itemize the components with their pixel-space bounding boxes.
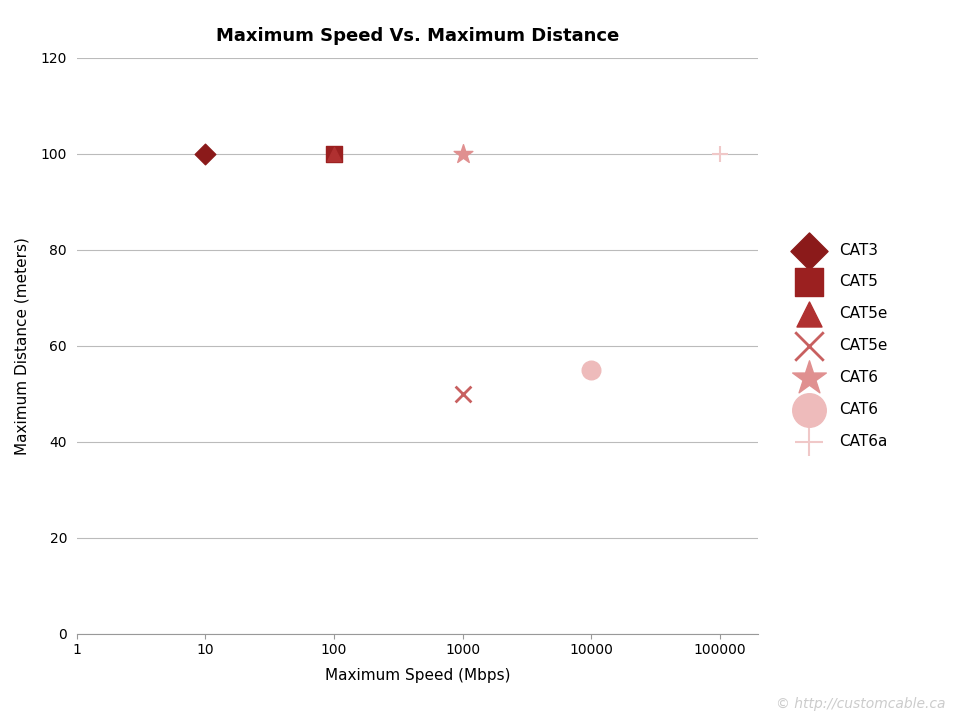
X-axis label: Maximum Speed (Mbps): Maximum Speed (Mbps): [324, 668, 511, 683]
Y-axis label: Maximum Distance (meters): Maximum Distance (meters): [14, 237, 30, 454]
CAT6: [455, 148, 470, 159]
Text: © http://customcable.ca: © http://customcable.ca: [776, 697, 946, 711]
CAT5e: [326, 148, 342, 159]
CAT3: [198, 148, 213, 159]
CAT6: [584, 364, 599, 375]
CAT5: [326, 148, 342, 159]
Title: Maximum Speed Vs. Maximum Distance: Maximum Speed Vs. Maximum Distance: [216, 27, 619, 45]
Legend: CAT3, CAT5, CAT5e, CAT5e, CAT6, CAT6, CAT6a: CAT3, CAT5, CAT5e, CAT5e, CAT6, CAT6, CA…: [793, 243, 887, 449]
CAT5e: [455, 388, 470, 400]
CAT6a: [712, 148, 728, 159]
